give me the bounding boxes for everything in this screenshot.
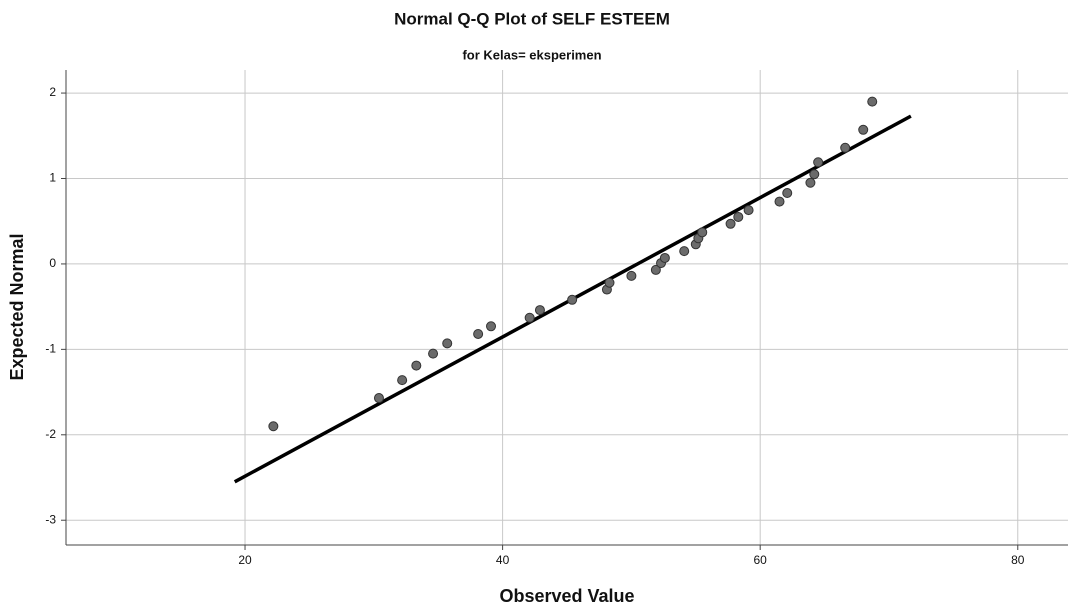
data-point (411, 360, 422, 371)
y-tick-label: -1 (45, 342, 56, 356)
data-point (774, 196, 785, 207)
data-point (604, 277, 615, 288)
data-point (725, 218, 736, 229)
data-point (486, 321, 497, 332)
data-point (650, 264, 661, 275)
y-axis-label: Expected Normal (7, 233, 27, 380)
y-tick-label: -3 (45, 512, 56, 526)
x-tick-label: 80 (1011, 553, 1025, 567)
data-point (534, 305, 545, 316)
data-point (840, 142, 851, 153)
y-tick-label: 2 (49, 85, 56, 99)
data-point (809, 169, 820, 180)
x-tick-label: 20 (238, 553, 252, 567)
y-tick-label: 0 (49, 256, 56, 270)
y-tick-label: -2 (45, 427, 56, 441)
chart-subtitle: for Kelas= eksperimen (462, 47, 601, 62)
x-axis-label: Observed Value (499, 586, 634, 606)
data-point (659, 252, 670, 263)
data-point (697, 227, 708, 238)
data-point (473, 328, 484, 339)
data-point (428, 348, 439, 359)
data-point (268, 421, 279, 432)
x-tick-label: 40 (496, 553, 510, 567)
data-point (805, 177, 816, 188)
data-point (679, 246, 690, 257)
data-point (858, 124, 869, 135)
data-point (442, 338, 453, 349)
data-point (626, 270, 637, 281)
data-point (524, 312, 535, 323)
data-point (733, 211, 744, 222)
data-point (813, 157, 824, 168)
data-point (782, 188, 793, 199)
y-tick-label: 1 (49, 171, 56, 185)
data-point (743, 205, 754, 216)
chart-title: Normal Q-Q Plot of SELF ESTEEM (394, 9, 670, 28)
data-point (567, 294, 578, 305)
data-point (867, 96, 878, 107)
data-point (373, 393, 384, 404)
x-tick-label: 60 (754, 553, 768, 567)
data-point (397, 375, 408, 386)
